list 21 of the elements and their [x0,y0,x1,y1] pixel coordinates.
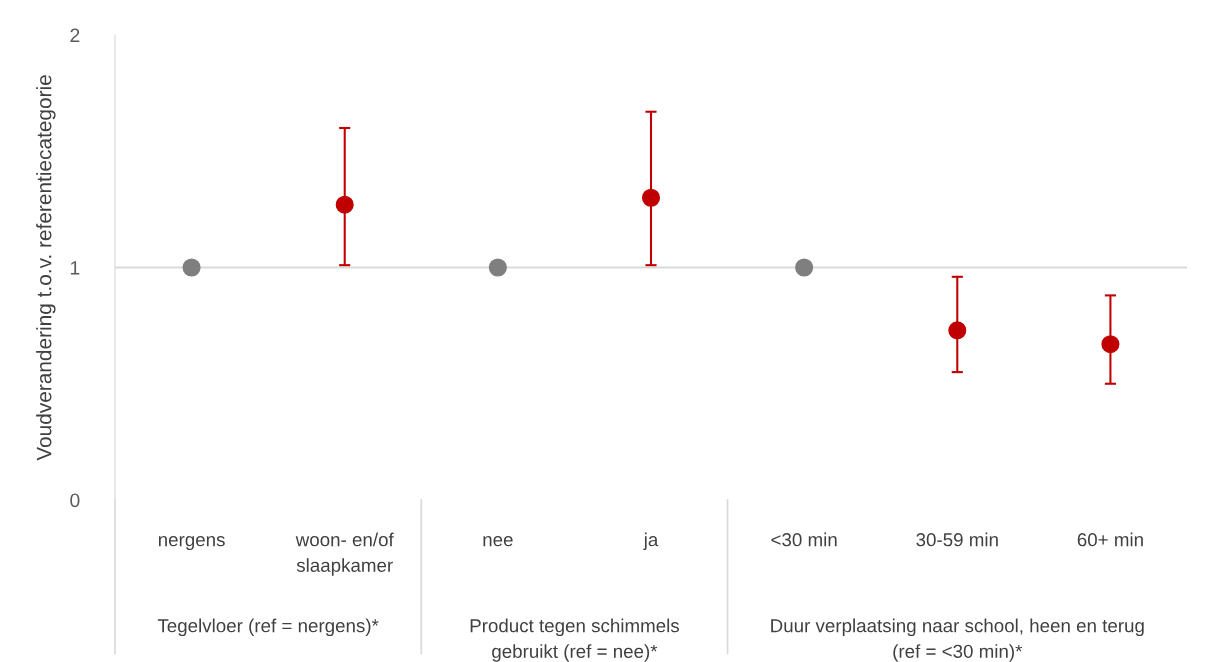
x-tick-label: <30 min [771,532,837,547]
x-tick-label: woon- en/of slaapkamer [295,532,394,576]
y-tick-label: 1 [70,261,80,275]
text: Duur verplaatsing naar school, heen en terug (ref = <30 min)* [771,618,1144,662]
point [1101,335,1120,354]
point [335,195,354,214]
point [182,258,201,277]
point [795,258,814,277]
x-tick-label: ja [643,532,659,551]
point [948,321,967,340]
x-tick-label: nee [483,536,513,547]
text: Product tegen schimmels gebruikt (ref = nee)* [470,618,680,662]
x-tick-label: nergens [158,536,225,551]
y-tick-label: 0 [70,493,80,508]
text: Tegelvloer (ref = nergens)* [157,618,379,637]
x-tick-label: 60+ min [1077,532,1143,547]
y-tick-label: 2 [70,28,80,43]
x-tick-label: 30-59 min [916,532,998,547]
point [641,188,661,207]
point [488,258,507,277]
y-axis-title: Voudverandering t.o.v. referentiecategorie [36,75,56,461]
